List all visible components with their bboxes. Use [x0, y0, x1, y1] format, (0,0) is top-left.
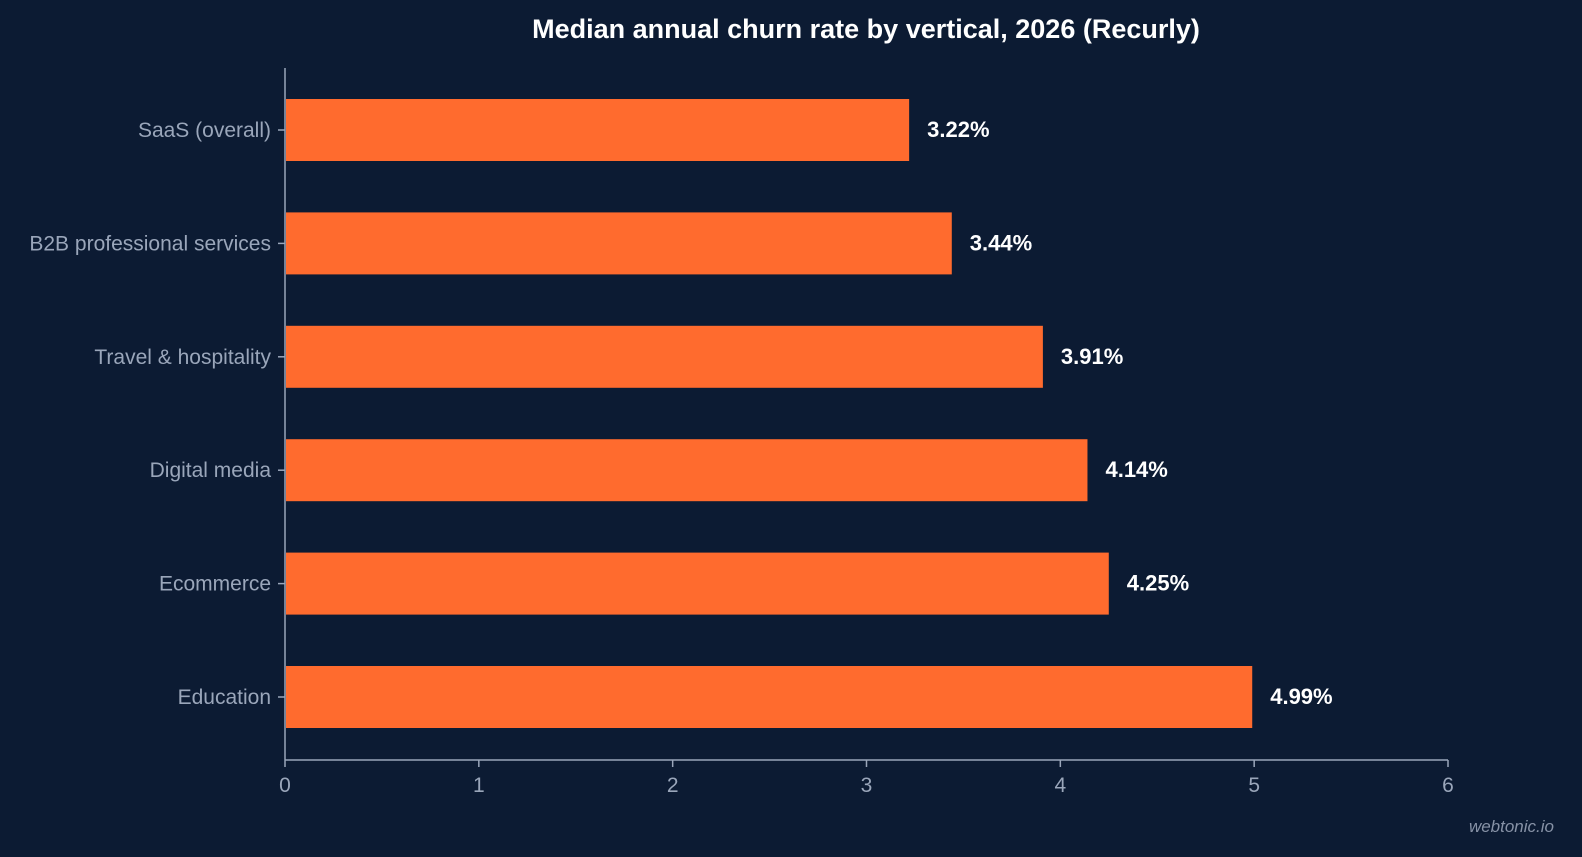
x-tick-label: 4	[1054, 774, 1066, 797]
data-label: 4.99%	[1270, 684, 1332, 709]
x-tick-label: 2	[667, 774, 679, 797]
bar	[286, 552, 1109, 615]
x-tick-label: 0	[279, 774, 291, 797]
chart-title: Median annual churn rate by vertical, 20…	[532, 14, 1200, 44]
category-label: SaaS (overall)	[138, 119, 271, 142]
data-label: 3.22%	[927, 117, 989, 142]
bar	[286, 325, 1043, 388]
data-label: 3.44%	[970, 230, 1032, 255]
category-label: Education	[178, 686, 271, 709]
x-tick-label: 6	[1442, 774, 1454, 797]
bar	[286, 212, 952, 275]
x-tick-label: 1	[473, 774, 485, 797]
data-label: 3.91%	[1061, 344, 1123, 369]
category-label: B2B professional services	[29, 232, 271, 255]
watermark: webtonic.io	[1468, 817, 1554, 836]
category-label: Ecommerce	[159, 573, 271, 596]
bar	[286, 99, 910, 161]
bars-layer: 3.22% 3.44% 3.91% 4.14% 4.25% 4.99%	[286, 99, 1333, 728]
category-label: Digital media	[150, 459, 272, 482]
data-label: 4.25%	[1127, 571, 1189, 596]
category-label: Travel & hospitality	[94, 346, 271, 369]
x-tick-label: 5	[1248, 774, 1260, 797]
axes-layer: 0 1 2 3 4 5 6 SaaS (overall) B2B professional se…	[29, 68, 1454, 797]
data-label: 4.14%	[1105, 457, 1167, 482]
bar	[286, 666, 1253, 728]
bar	[286, 439, 1088, 502]
x-tick-label: 3	[861, 774, 873, 797]
